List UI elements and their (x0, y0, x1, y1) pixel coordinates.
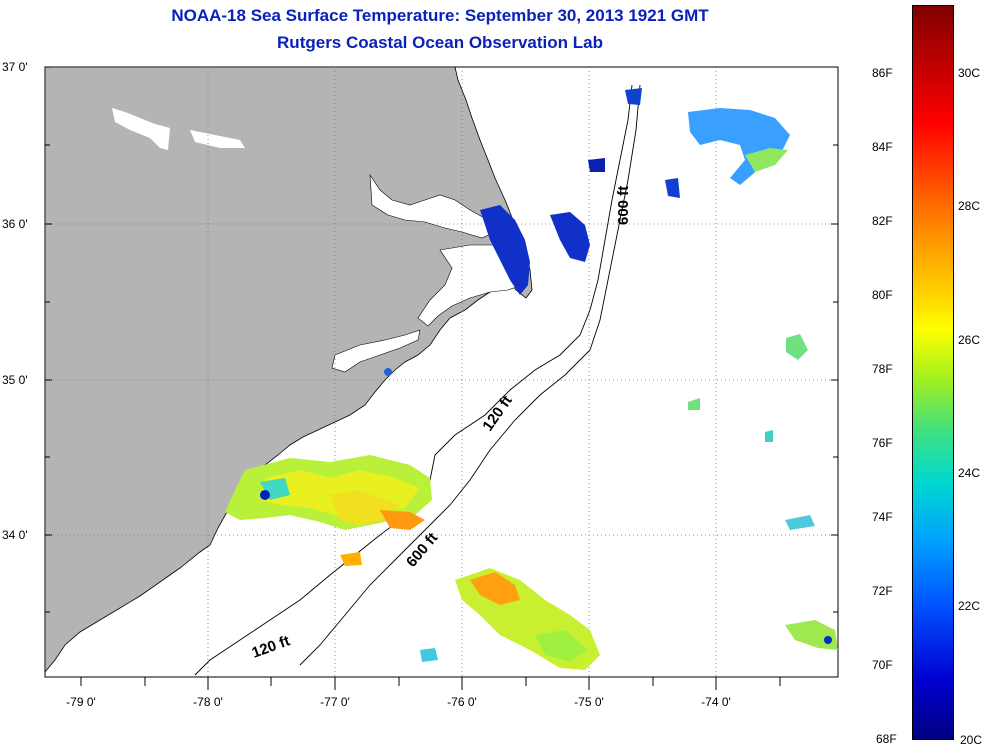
lon-label-75: -75 0' (574, 695, 604, 709)
colorbar-f-70: 70F (872, 658, 893, 672)
sst-patches (225, 88, 838, 670)
lon-label-74: -74 0' (701, 695, 731, 709)
lat-label-35: 35 0' (2, 373, 28, 387)
colorbar-c-20: 20C (960, 733, 983, 747)
lon-label-77: -77 0' (320, 695, 350, 709)
colorbar-f-80: 80F (872, 288, 893, 302)
lon-label-76: -76 0' (447, 695, 477, 709)
colorbar-f-74: 74F (872, 510, 893, 524)
colorbar-c-24: 24C (958, 466, 981, 480)
lat-label-34: 34 0' (2, 528, 28, 542)
inland-lake (112, 108, 170, 150)
lon-label-78: -78 0' (193, 695, 223, 709)
temperature-colorbar (912, 5, 954, 740)
contour-120ft (194, 84, 633, 676)
axis-ticks (45, 66, 838, 690)
contour-600ft (299, 84, 641, 666)
colorbar-c-26: 26C (958, 333, 981, 347)
graticule (45, 67, 838, 677)
inland-lake-2 (190, 130, 245, 148)
map-subtitle: Rutgers Coastal Ocean Observation Lab (277, 33, 603, 52)
colorbar-f-86: 86F (872, 66, 893, 80)
colorbar-f-84: 84F (872, 140, 893, 154)
colorbar-f-78: 78F (872, 362, 893, 376)
map-title: NOAA-18 Sea Surface Temperature: Septemb… (171, 6, 709, 25)
lat-label-36: 36 0' (2, 217, 28, 231)
colorbar-f-76: 76F (872, 436, 893, 450)
colorbar-f-82: 82F (872, 214, 893, 228)
colorbar-f-68: 68F (876, 732, 897, 746)
lat-label-37: 37 0' (2, 60, 28, 74)
colorbar-f-72: 72F (872, 584, 893, 598)
lon-label-79: -79 0' (66, 695, 96, 709)
colorbar-c-30: 30C (958, 66, 981, 80)
contour-label-600-north: 600 ft (615, 186, 632, 225)
neuse-river (331, 329, 421, 373)
colorbar-c-22: 22C (958, 599, 981, 613)
colorbar-c-28: 28C (958, 199, 981, 213)
